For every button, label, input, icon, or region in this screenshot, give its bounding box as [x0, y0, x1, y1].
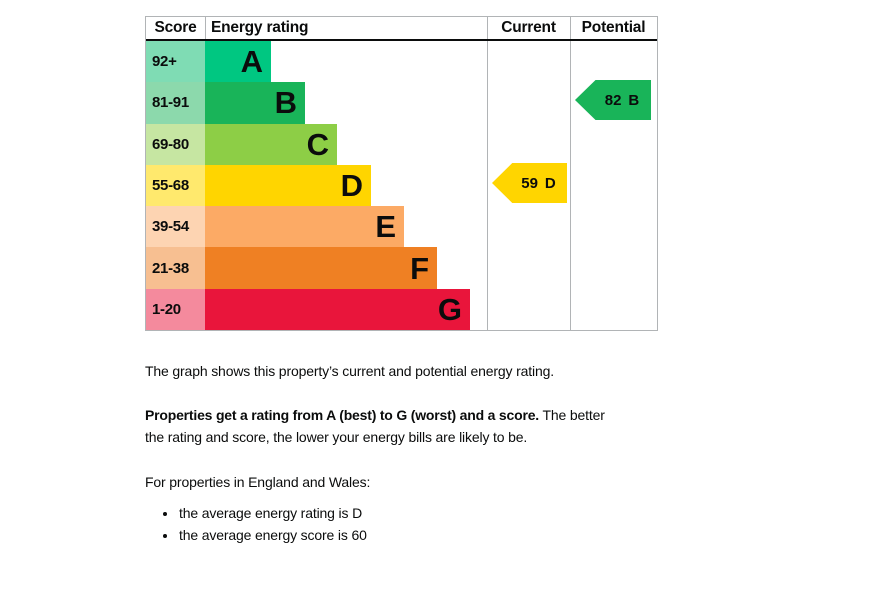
grade-letter-b: B: [274, 85, 297, 121]
average-stats-list: the average energy rating is D the avera…: [145, 503, 367, 546]
band-row-d: 55-68 D: [146, 164, 657, 207]
band-row-f: 21-38 F: [146, 247, 657, 289]
band-row-a: 92+ A: [146, 41, 657, 83]
grade-letter-d: D: [340, 168, 363, 204]
current-grade: D: [544, 174, 556, 192]
score-range-d: 55-68: [146, 164, 205, 207]
grade-letter-a: A: [240, 44, 263, 80]
band-bar-d: D: [205, 164, 371, 207]
column-divider: [487, 17, 488, 330]
grade-letter-c: C: [306, 126, 329, 162]
header-energy-rating: Energy rating: [211, 19, 309, 36]
grade-letter-f: F: [410, 250, 429, 286]
epc-rating-chart: Score Energy rating Current Potential 92…: [145, 16, 658, 331]
score-range-a: 92+: [146, 41, 205, 83]
chart-caption: The graph shows this property’s current …: [145, 363, 555, 379]
grade-letter-e: E: [375, 209, 396, 245]
band-row-e: 39-54 E: [146, 206, 657, 248]
header-potential: Potential: [581, 19, 646, 36]
band-bar-g: G: [205, 288, 470, 331]
list-item-average-score: the average energy score is 60: [178, 525, 367, 547]
list-item-average-rating: the average energy rating is D: [178, 503, 367, 525]
grade-letter-g: G: [437, 291, 462, 327]
potential-score: 82: [604, 91, 622, 109]
chart-header-row: Score Energy rating Current Potential: [146, 17, 657, 41]
band-bar-b: B: [205, 82, 305, 124]
band-rows: 92+ A 81-91 B 69-80 C 55-68 D 39-54 E 21…: [146, 41, 657, 331]
band-bar-c: C: [205, 123, 337, 165]
band-bar-a: A: [205, 41, 271, 83]
header-current: Current: [501, 19, 556, 36]
score-range-e: 39-54: [146, 206, 205, 248]
regions-intro: For properties in England and Wales:: [145, 474, 371, 490]
explainer-line-1: Properties get a rating from A (best) to…: [145, 404, 605, 426]
explainer-bold: Properties get a rating from A (best) to…: [145, 407, 539, 423]
band-bar-e: E: [205, 206, 404, 248]
explainer-rest-1: The better: [542, 407, 605, 423]
column-divider: [570, 17, 571, 330]
score-range-b: 81-91: [146, 82, 205, 124]
header-score: Score: [154, 19, 197, 36]
band-bar-f: F: [205, 247, 437, 289]
current-score: 59: [521, 174, 538, 192]
score-range-c: 69-80: [146, 123, 205, 165]
score-range-g: 1-20: [146, 288, 205, 331]
band-row-b: 81-91 B: [146, 82, 657, 124]
explainer-line-2: the rating and score, the lower your ene…: [145, 429, 528, 445]
band-row-g: 1-20 G: [146, 288, 657, 331]
rating-explainer: Properties get a rating from A (best) to…: [145, 404, 605, 448]
score-range-f: 21-38: [146, 247, 205, 289]
band-row-c: 69-80 C: [146, 123, 657, 165]
potential-grade: B: [628, 91, 640, 109]
